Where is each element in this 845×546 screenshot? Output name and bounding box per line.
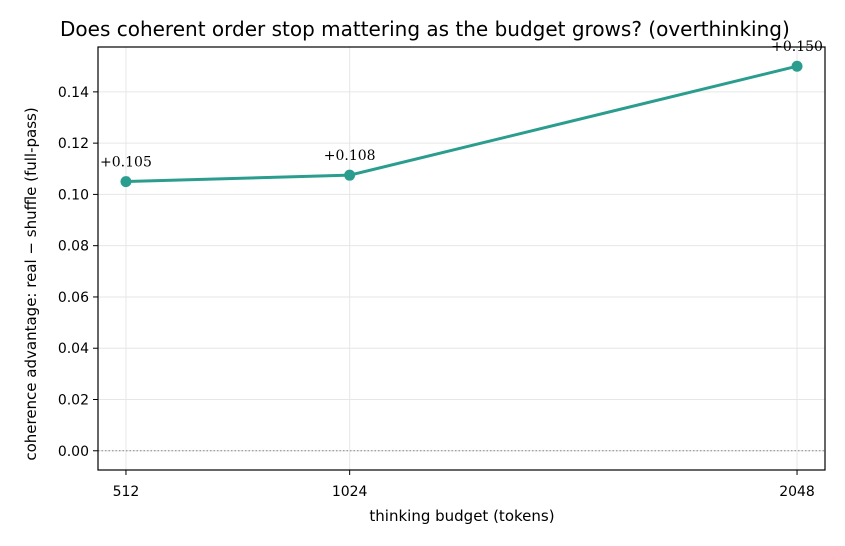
data-label: +0.108 bbox=[324, 148, 376, 164]
series-polyline bbox=[125, 64, 798, 184]
x-tick-label: 2048 bbox=[779, 484, 815, 500]
y-tick-label: 0.08 bbox=[58, 239, 89, 255]
x-ticks: 512 1024 2048 bbox=[113, 470, 815, 500]
data-points bbox=[120, 60, 803, 188]
grid-lines bbox=[98, 47, 825, 470]
y-tick-label: 0.00 bbox=[58, 444, 89, 460]
x-tick-label: 1024 bbox=[332, 484, 368, 500]
plot-frame bbox=[97, 46, 826, 471]
data-point bbox=[791, 60, 803, 72]
y-axis-label: coherence advantage: real − shuffle (ful… bbox=[22, 107, 40, 460]
data-labels: +0.105 +0.108+0.150 bbox=[100, 39, 823, 170]
x-axis-label: thinking budget (tokens) bbox=[369, 507, 554, 525]
y-tick-label: 0.12 bbox=[58, 136, 89, 152]
y-tick-label: 0.10 bbox=[58, 187, 89, 203]
series-line bbox=[125, 64, 798, 184]
y-ticks: 0.00 0.02 0.04 0.06 0.08 0.10 0.12 0.14 bbox=[58, 85, 98, 460]
data-point bbox=[120, 176, 132, 188]
data-label: +0.105 bbox=[100, 155, 152, 171]
y-tick-label: 0.14 bbox=[58, 85, 89, 101]
y-tick-label: 0.02 bbox=[58, 393, 89, 409]
chart-title: Does coherent order stop mattering as th… bbox=[60, 17, 790, 41]
data-point bbox=[344, 169, 356, 181]
y-tick-label: 0.04 bbox=[58, 341, 89, 357]
y-tick-label: 0.06 bbox=[58, 290, 89, 306]
x-tick-label: 512 bbox=[113, 484, 140, 500]
